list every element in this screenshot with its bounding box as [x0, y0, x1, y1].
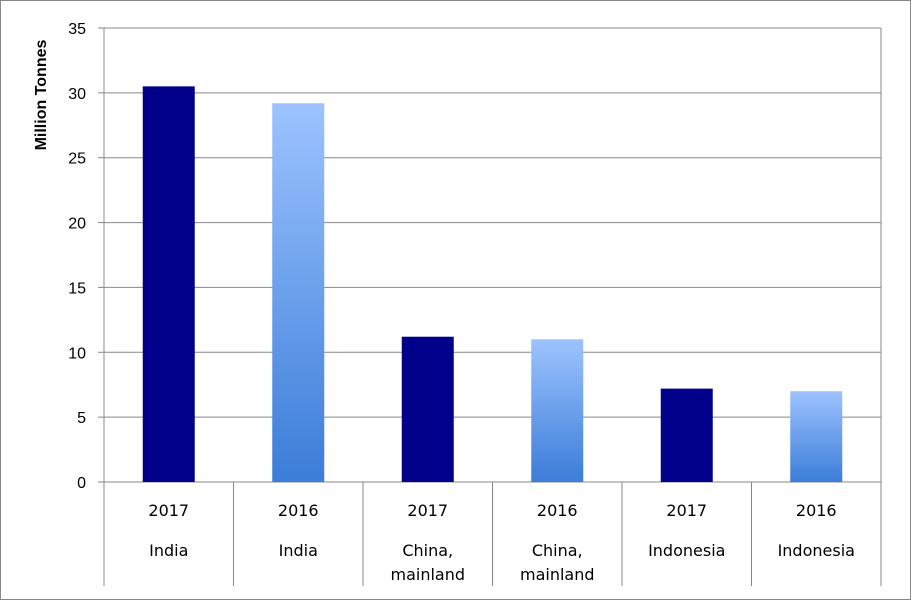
y-tick-label: 10: [68, 345, 86, 362]
y-tick-label: 15: [68, 280, 86, 297]
x-axis: 2017 India 2016 India 2017 China, mainland 2016…: [103, 28, 882, 586]
x-year-label: 2017: [666, 501, 707, 520]
x-year-label: 2016: [796, 501, 837, 520]
bar-2016-indonesia: [790, 391, 843, 482]
x-country-label: mainland: [390, 565, 465, 584]
y-tick-label: 0: [77, 475, 86, 492]
y-tick-label: 5: [77, 410, 86, 427]
x-year-label: 2016: [537, 501, 578, 520]
y-tick-label: 25: [68, 151, 86, 168]
x-year-label: 2017: [148, 501, 189, 520]
x-country-label: India: [279, 541, 318, 560]
x-country-label: China,: [532, 541, 583, 560]
x-year-label: 2016: [278, 501, 319, 520]
bar-2016-china-mainland: [531, 339, 584, 482]
bar-2016-india: [272, 103, 325, 482]
gridlines: [98, 27, 881, 483]
x-country-label: Indonesia: [648, 541, 725, 560]
x-country-label: mainland: [520, 565, 595, 584]
y-tick-label: 35: [68, 21, 86, 38]
bars: [142, 86, 843, 482]
y-axis-title: Million Tonnes: [33, 40, 50, 151]
y-tick-label: 30: [68, 86, 86, 103]
bar-2017-indonesia: [660, 388, 713, 482]
y-axis-ticks: 0 5 10 15 20 25 30 35: [68, 21, 86, 492]
bar-2017-india: [142, 86, 195, 482]
x-country-label: Indonesia: [778, 541, 855, 560]
x-country-label: China,: [402, 541, 453, 560]
x-year-label: 2017: [407, 501, 448, 520]
y-tick-label: 20: [68, 216, 86, 233]
x-country-label: India: [149, 541, 188, 560]
bar-2017-china-mainland: [401, 336, 454, 482]
